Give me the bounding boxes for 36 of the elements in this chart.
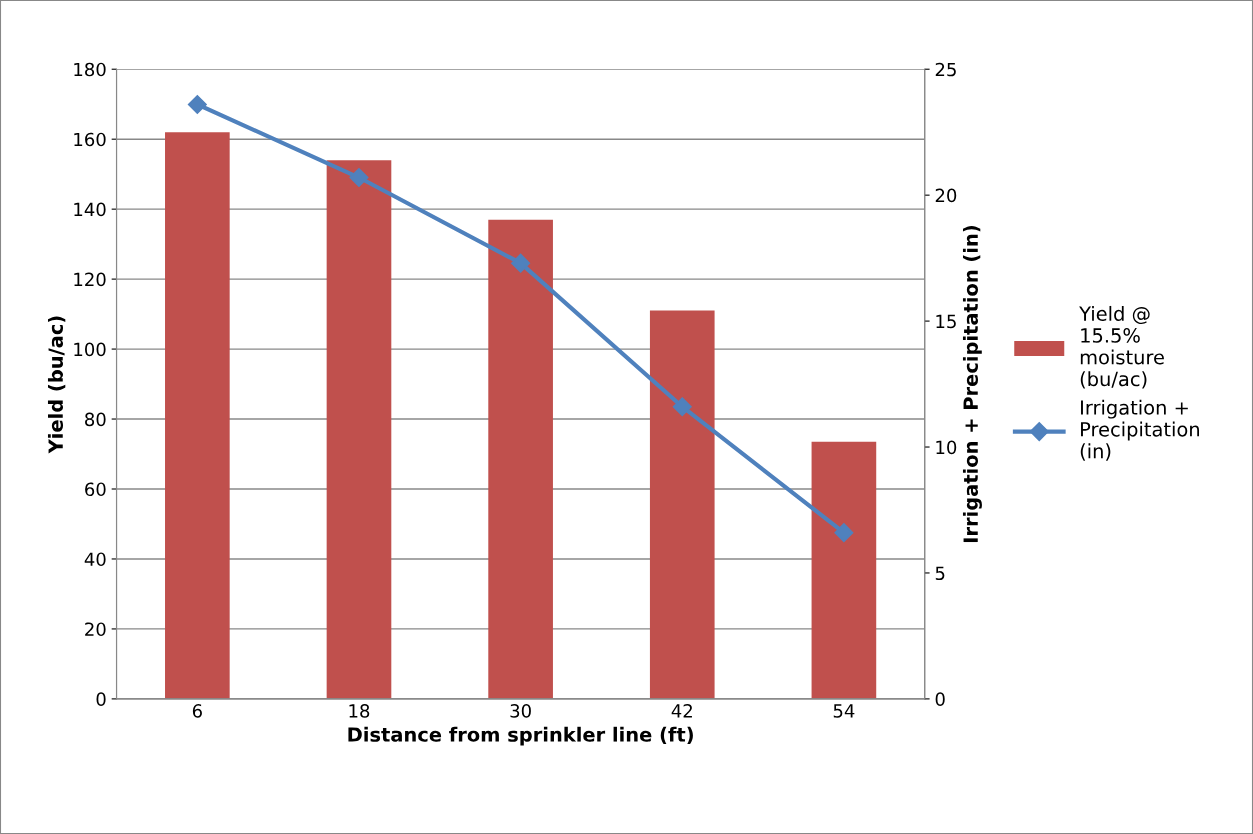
y-tick-label: 160	[74, 132, 106, 147]
y2-tick-label: 15	[936, 314, 956, 329]
y-tick-label: 20	[85, 622, 106, 637]
x-tick-label: 42	[671, 704, 692, 718]
legend-label: Irrigation + Precipitation (in)	[1080, 399, 1199, 461]
y-tick-label: 40	[84, 552, 106, 567]
bar	[649, 310, 715, 699]
y2-tick-label: 20	[935, 188, 957, 203]
y-tick-label: 140	[74, 202, 106, 217]
y2-tick-label: 5	[935, 566, 945, 581]
y-axis-title: Yield (bu/ac)	[47, 316, 66, 454]
x-axis-title: Distance from sprinkler line (ft)	[348, 726, 693, 746]
y2-tick-label: 10	[936, 440, 957, 455]
bar	[165, 132, 230, 699]
y2-axis-title: Irrigation + Precipitation (in)	[962, 225, 982, 543]
y-tick-label: 100	[74, 342, 106, 357]
point	[834, 523, 854, 543]
y-tick-label: 60	[85, 482, 106, 497]
bar	[488, 219, 553, 699]
point	[511, 253, 531, 273]
point	[187, 94, 207, 115]
x-tick-label: 30	[510, 704, 531, 718]
y-tick-label: 180	[74, 62, 106, 77]
x-tick-label: 6	[192, 704, 202, 718]
bar	[811, 441, 877, 699]
y-tick-label: 120	[74, 272, 106, 287]
y-tick-label: 0	[96, 692, 106, 707]
point	[672, 397, 692, 417]
y-tick-label: 80	[85, 412, 106, 427]
x-tick-label: 18	[349, 704, 370, 718]
y2-tick-label: 25	[935, 62, 956, 77]
x-tick-label: 54	[833, 704, 855, 718]
point	[349, 167, 369, 188]
legend-label: Yield @ 15.5% moisture (bu/ac)	[1079, 305, 1164, 389]
bar	[326, 160, 392, 699]
y2-tick-label: 0	[935, 692, 945, 707]
